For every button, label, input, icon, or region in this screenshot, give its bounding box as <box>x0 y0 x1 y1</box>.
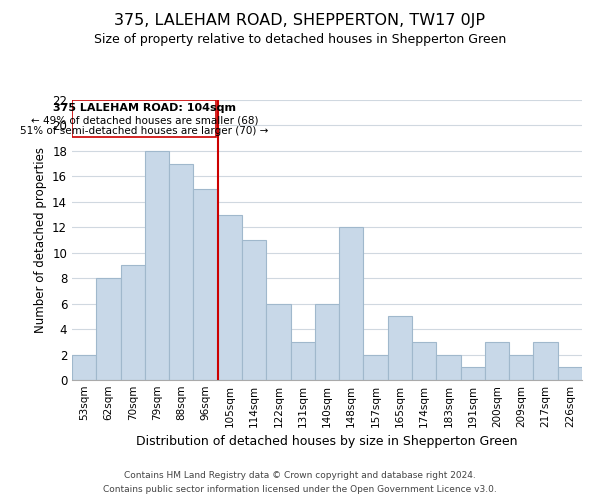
Bar <box>242 240 266 380</box>
Bar <box>533 342 558 380</box>
Bar <box>169 164 193 380</box>
Text: Size of property relative to detached houses in Shepperton Green: Size of property relative to detached ho… <box>94 32 506 46</box>
Bar <box>290 342 315 380</box>
FancyBboxPatch shape <box>73 100 217 137</box>
Bar <box>339 228 364 380</box>
X-axis label: Distribution of detached houses by size in Shepperton Green: Distribution of detached houses by size … <box>136 436 518 448</box>
Y-axis label: Number of detached properties: Number of detached properties <box>34 147 47 333</box>
Bar <box>218 214 242 380</box>
Text: ← 49% of detached houses are smaller (68): ← 49% of detached houses are smaller (68… <box>31 116 258 126</box>
Bar <box>364 354 388 380</box>
Bar <box>461 368 485 380</box>
Bar <box>412 342 436 380</box>
Bar <box>558 368 582 380</box>
Text: Contains public sector information licensed under the Open Government Licence v3: Contains public sector information licen… <box>103 484 497 494</box>
Text: Contains HM Land Registry data © Crown copyright and database right 2024.: Contains HM Land Registry data © Crown c… <box>124 472 476 480</box>
Bar <box>145 151 169 380</box>
Bar <box>96 278 121 380</box>
Text: 375, LALEHAM ROAD, SHEPPERTON, TW17 0JP: 375, LALEHAM ROAD, SHEPPERTON, TW17 0JP <box>115 12 485 28</box>
Bar <box>509 354 533 380</box>
Bar <box>388 316 412 380</box>
Bar <box>436 354 461 380</box>
Bar <box>72 354 96 380</box>
Bar <box>121 266 145 380</box>
Bar <box>266 304 290 380</box>
Bar <box>485 342 509 380</box>
Bar <box>315 304 339 380</box>
Text: 375 LALEHAM ROAD: 104sqm: 375 LALEHAM ROAD: 104sqm <box>53 102 236 113</box>
Bar <box>193 189 218 380</box>
Text: 51% of semi-detached houses are larger (70) →: 51% of semi-detached houses are larger (… <box>20 126 269 136</box>
